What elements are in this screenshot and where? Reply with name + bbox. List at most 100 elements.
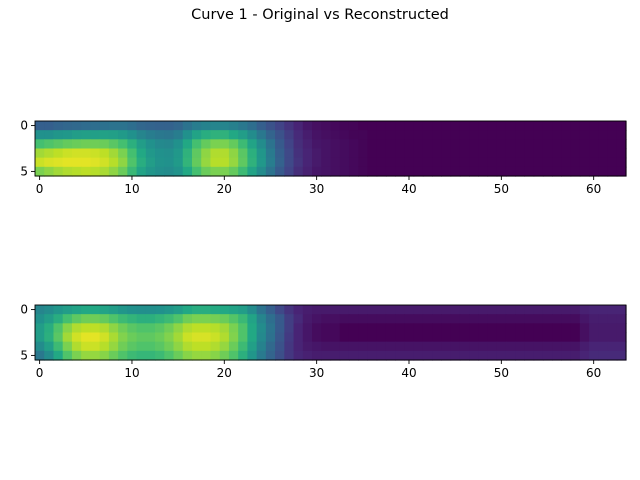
heatmap-cell [62,305,73,315]
heatmap-cell [339,314,350,324]
heatmap-cell [422,130,433,140]
heatmap-cell [542,157,553,168]
heatmap-cell [385,139,396,150]
heatmap-cell [256,130,267,140]
heatmap-cell [441,139,452,150]
heatmap-cell [505,130,516,140]
heatmap-cell [210,148,221,159]
heatmap-cell [145,157,156,168]
heatmap-cell [385,332,396,343]
heatmap-cell [469,341,479,352]
heatmap-cell [542,121,553,131]
heatmap-cell [71,157,82,168]
heatmap-cell [579,157,590,168]
heatmap-cell [71,323,82,334]
heatmap-cell [210,305,221,315]
heatmap-cell [385,166,396,177]
heatmap-cell [90,341,101,352]
heatmap-cell [367,314,378,324]
heatmap-cell [284,314,295,324]
heatmap-cell [570,121,581,131]
heatmap-cell [404,332,415,343]
heatmap-cell [459,139,470,150]
heatmap-cell [155,323,165,334]
heatmap-cell [256,323,267,334]
heatmap-cell [589,139,599,150]
heatmap-cell [53,314,64,324]
heatmap-cell [496,166,507,177]
heatmap-cell [376,314,387,324]
heatmap-cell [496,323,507,334]
heatmap-cell [247,323,258,334]
heatmap-cell [53,323,64,334]
heatmap-cell [191,314,202,324]
heatmap-cell [542,305,553,315]
heatmap-cell [210,139,221,150]
heatmap-cell [330,305,341,315]
heatmap-cell [210,350,221,361]
heatmap-cell [524,332,535,343]
heatmap-cell [589,166,599,177]
heatmap-cell [579,139,590,150]
heatmap-cell [35,305,45,315]
heatmap-cell [330,121,341,131]
heatmap-cell [469,157,479,168]
heatmap-cell [533,130,544,140]
heatmap-cell [524,323,535,334]
heatmap-cell [395,323,405,334]
heatmap-cell [136,341,147,352]
heatmap-cell [155,148,165,159]
heatmap-cell [35,148,45,159]
heatmap-cell [173,350,184,361]
heatmap-cell [201,305,212,315]
heatmap-cell [607,130,618,140]
heatmap-cell [321,305,332,315]
heatmap-cell [247,314,258,324]
heatmap-cell [413,305,424,315]
heatmap-cell [284,332,295,343]
heatmap-cell [99,341,110,352]
heatmap-cell [44,350,55,361]
heatmap-cell [136,157,147,168]
heatmap-cell [376,130,387,140]
heatmap-cell [321,314,332,324]
heatmap-cell [71,121,82,131]
heatmap-cell [616,166,627,177]
heatmap-cell [44,148,55,159]
heatmap-cell [118,332,128,343]
heatmap-cell [238,157,248,168]
heatmap-cell [450,323,461,334]
heatmap-cell [118,121,128,131]
heatmap-cell [118,341,128,352]
heatmap-cell [589,350,599,361]
heatmap-cell [293,323,304,334]
heatmap-cell [432,314,442,324]
heatmap-cell [367,341,378,352]
heatmap-cell [321,121,332,131]
heatmap-cell [515,121,526,131]
heatmap-cell [293,341,304,352]
heatmap-cell [44,332,55,343]
heatmap-cell [496,305,507,315]
heatmap-cell [136,323,147,334]
heatmap-cell [348,148,359,159]
heatmap-cell [81,350,91,361]
heatmap-cell [71,350,82,361]
heatmap-cell [478,350,489,361]
heatmap-cell [62,341,73,352]
heatmap-cell [293,166,304,177]
heatmap-cell [321,157,332,168]
heatmap-cell [265,157,276,168]
heatmap-cell [182,305,193,315]
heatmap-cell [607,121,618,131]
heatmap-cell [404,166,415,177]
heatmap-cell [441,305,452,315]
x-tick-label: 20 [217,182,232,196]
heatmap-cell [441,341,452,352]
heatmap-cell [524,148,535,159]
heatmap-cell [358,332,369,343]
heatmap-cell [136,130,147,140]
heatmap-cell [487,350,498,361]
heatmap-cell [210,314,221,324]
heatmap-cell [385,130,396,140]
